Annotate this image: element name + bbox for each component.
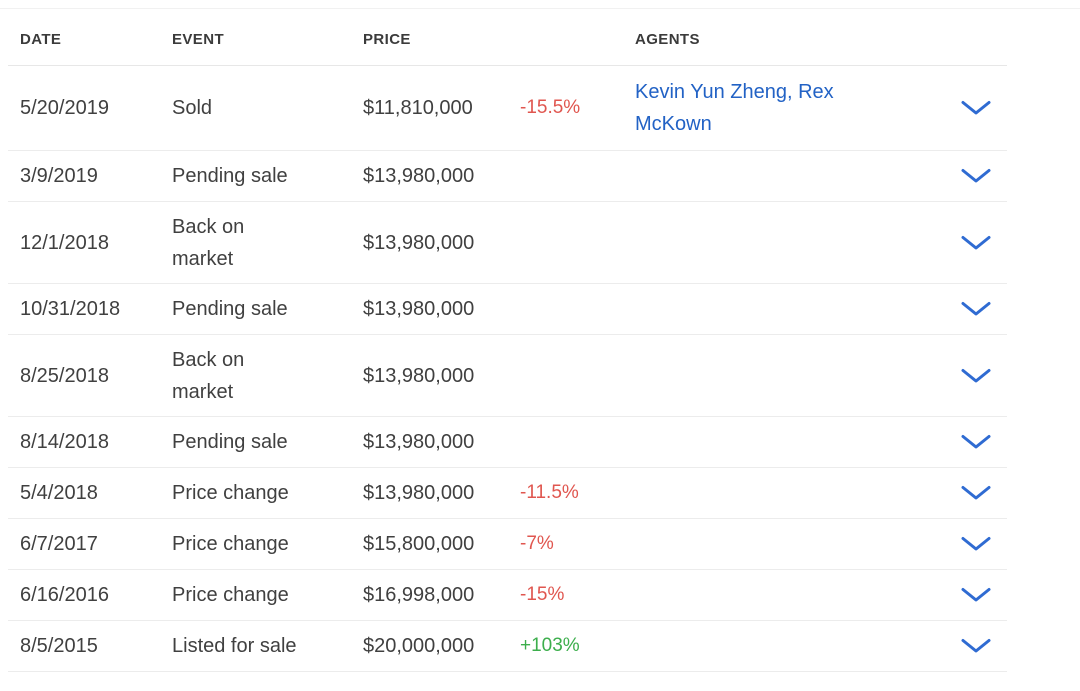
agents-separator: , [786, 81, 799, 103]
price-cell: $13,980,000 [363, 482, 475, 504]
chevron-down-icon [961, 537, 991, 551]
chevron-down-icon [961, 169, 991, 183]
chevron-down-icon [961, 368, 991, 382]
price-cell: $15,800,000 [363, 533, 475, 555]
date-cell: 8/14/2018 [20, 431, 109, 453]
date-cell: 5/20/2019 [20, 97, 109, 119]
date-cell: 8/25/2018 [20, 364, 109, 387]
table-row: 6/16/2016 Price change $16,998,000 -15% [8, 570, 1007, 621]
date-cell: 6/7/2017 [20, 533, 98, 555]
event-cell: Price change [172, 584, 289, 606]
chevron-down-icon [961, 588, 991, 602]
date-cell: 5/4/2018 [20, 482, 98, 504]
price-change-cell: +103% [520, 635, 580, 656]
row-expand-button[interactable] [959, 164, 993, 188]
event-cell: Price change [172, 533, 289, 555]
price-change-cell: -11.5% [520, 482, 579, 503]
table-row: 10/31/2018 Pending sale $13,980,000 [8, 284, 1007, 335]
row-expand-button[interactable] [959, 532, 993, 556]
event-cell: Listed for sale [172, 635, 297, 657]
agent-link[interactable]: Kevin Yun Zheng [635, 81, 787, 103]
row-expand-button[interactable] [959, 583, 993, 607]
table-row: 8/14/2018 Pending sale $13,980,000 [8, 417, 1007, 468]
chevron-down-icon [961, 435, 991, 449]
agents-cell: Kevin Yun Zheng, Rex McKown [627, 76, 887, 140]
column-header-agents: AGENTS [635, 31, 700, 48]
row-expand-button[interactable] [959, 364, 993, 388]
price-cell: $11,810,000 [363, 97, 473, 119]
event-cell: Back on market [172, 215, 245, 270]
chevron-down-icon [961, 302, 991, 316]
table-row: 6/7/2017 Price change $15,800,000 -7% [8, 519, 1007, 570]
price-change-cell: -15.5% [520, 97, 581, 118]
price-history-table: DATE EVENT PRICE AGENTS 5/20/2019 Sold $… [8, 9, 1007, 672]
date-cell: 8/5/2015 [20, 635, 98, 657]
chevron-down-icon [961, 486, 991, 500]
event-cell: Sold [172, 97, 213, 119]
table-row: 3/9/2019 Pending sale $13,980,000 [8, 151, 1007, 202]
price-change-cell: -15% [520, 584, 565, 605]
column-header-price: PRICE [363, 31, 411, 48]
price-cell: $13,980,000 [363, 364, 475, 387]
price-cell: $13,980,000 [363, 298, 475, 320]
price-cell: $16,998,000 [363, 584, 475, 606]
row-expand-button[interactable] [959, 481, 993, 505]
event-cell: Price change [172, 482, 289, 504]
chevron-down-icon [961, 235, 991, 249]
row-expand-button[interactable] [959, 231, 993, 255]
table-row: 12/1/2018 Back on market $13,980,000 [8, 202, 1007, 284]
table-row: 8/25/2018 Back on market $13,980,000 [8, 335, 1007, 417]
price-cell: $13,980,000 [363, 165, 475, 187]
price-cell: $20,000,000 [363, 635, 475, 657]
row-expand-button[interactable] [959, 430, 993, 454]
date-cell: 12/1/2018 [20, 231, 109, 254]
column-header-event: EVENT [172, 31, 225, 48]
top-divider [0, 8, 1080, 9]
event-cell: Pending sale [172, 298, 288, 320]
table-row: 5/20/2019 Sold $11,810,000 -15.5% Kevin … [8, 66, 1007, 151]
date-cell: 6/16/2016 [20, 584, 109, 606]
column-header-date: DATE [20, 31, 62, 48]
chevron-down-icon [961, 101, 991, 115]
agent-link[interactable]: Rex McKown [635, 81, 834, 135]
price-change-cell: -7% [520, 533, 554, 554]
event-cell: Pending sale [172, 165, 288, 187]
event-cell: Pending sale [172, 431, 288, 453]
table-row: 5/4/2018 Price change $13,980,000 -11.5% [8, 468, 1007, 519]
row-expand-button[interactable] [959, 96, 993, 120]
price-cell: $13,980,000 [363, 431, 475, 453]
row-expand-button[interactable] [959, 297, 993, 321]
price-cell: $13,980,000 [363, 231, 475, 254]
table-header-row: DATE EVENT PRICE AGENTS [8, 9, 1007, 66]
date-cell: 3/9/2019 [20, 165, 98, 187]
event-cell: Back on market [172, 348, 245, 403]
chevron-down-icon [961, 639, 991, 653]
table-row: 8/5/2015 Listed for sale $20,000,000 +10… [8, 621, 1007, 672]
row-expand-button[interactable] [959, 634, 993, 658]
date-cell: 10/31/2018 [20, 298, 121, 320]
